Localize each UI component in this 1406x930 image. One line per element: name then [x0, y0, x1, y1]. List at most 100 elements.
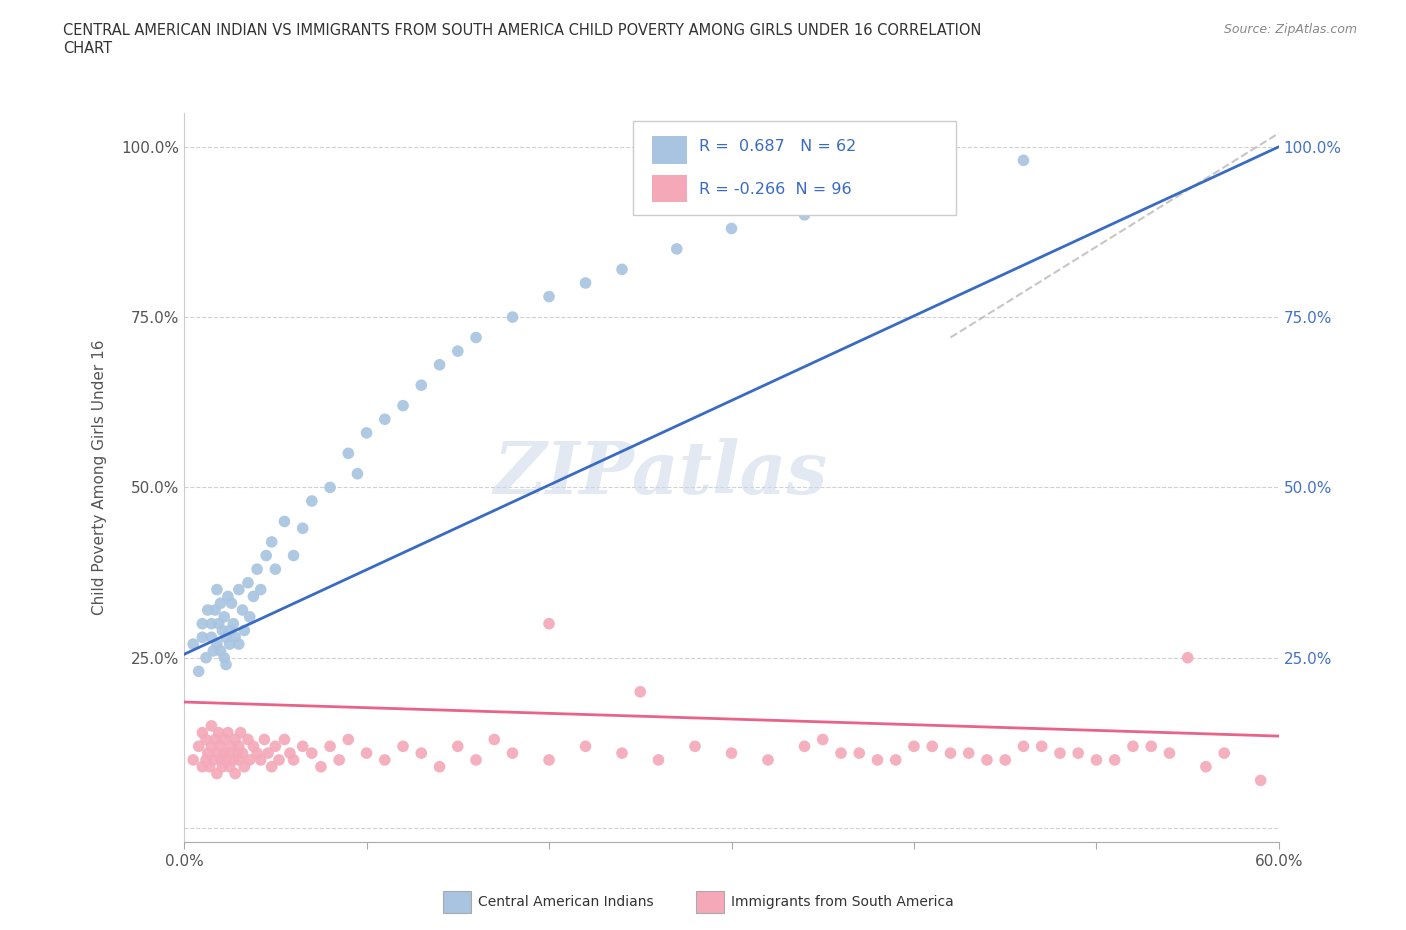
- Point: [264, 738, 287, 753]
- Point: [1067, 746, 1090, 761]
- Point: [211, 623, 233, 638]
- Point: [212, 609, 235, 624]
- Point: [208, 725, 231, 740]
- Point: [197, 746, 219, 761]
- Point: [356, 425, 378, 440]
- Point: [429, 759, 451, 774]
- Point: [229, 725, 252, 740]
- Point: [202, 644, 225, 658]
- Point: [1012, 738, 1035, 753]
- Point: [465, 752, 488, 767]
- Point: [291, 521, 314, 536]
- Point: [200, 718, 222, 733]
- Point: [221, 596, 243, 611]
- Point: [1031, 738, 1053, 753]
- Point: [200, 738, 222, 753]
- Point: [301, 746, 323, 761]
- Text: ZIPatlas: ZIPatlas: [494, 438, 827, 509]
- Point: [191, 630, 214, 644]
- Point: [215, 752, 238, 767]
- Point: [374, 412, 396, 427]
- Point: [328, 752, 350, 767]
- Point: [202, 752, 225, 767]
- Point: [1250, 773, 1272, 788]
- Point: [1159, 746, 1181, 761]
- Point: [187, 664, 209, 679]
- Point: [194, 650, 217, 665]
- Point: [197, 603, 219, 618]
- Point: [283, 548, 305, 563]
- Point: [903, 738, 925, 753]
- Point: [209, 752, 232, 767]
- Point: [502, 310, 524, 325]
- Point: [205, 766, 228, 781]
- Point: [1213, 746, 1236, 761]
- Point: [267, 752, 290, 767]
- Point: [793, 207, 815, 222]
- Point: [246, 562, 269, 577]
- Point: [228, 637, 250, 652]
- Bar: [651, 175, 686, 203]
- Point: [374, 752, 396, 767]
- Point: [392, 738, 415, 753]
- Point: [665, 242, 688, 257]
- Point: [215, 658, 238, 672]
- Point: [811, 732, 834, 747]
- Point: [231, 746, 253, 761]
- Point: [191, 617, 214, 631]
- Point: [239, 609, 262, 624]
- Point: [257, 746, 280, 761]
- Point: [337, 732, 360, 747]
- Point: [411, 378, 433, 392]
- Point: [319, 738, 342, 753]
- Point: [260, 759, 283, 774]
- Point: [574, 738, 596, 753]
- Point: [273, 514, 295, 529]
- Point: [194, 752, 217, 767]
- Point: [291, 738, 314, 753]
- Point: [720, 746, 742, 761]
- Point: [537, 617, 560, 631]
- Point: [209, 596, 232, 611]
- Point: [217, 725, 239, 740]
- Point: [278, 746, 301, 761]
- Point: [181, 752, 204, 767]
- Y-axis label: Child Poverty Among Girls Under 16: Child Poverty Among Girls Under 16: [93, 339, 107, 615]
- Point: [253, 732, 276, 747]
- Point: [610, 262, 633, 277]
- Point: [628, 684, 651, 699]
- Point: [215, 630, 238, 644]
- Point: [301, 494, 323, 509]
- Point: [224, 732, 246, 747]
- Point: [208, 617, 231, 631]
- Point: [976, 752, 998, 767]
- Point: [884, 752, 907, 767]
- Point: [1049, 746, 1071, 761]
- Point: [502, 746, 524, 761]
- Point: [683, 738, 706, 753]
- Point: [1012, 153, 1035, 167]
- Point: [211, 759, 233, 774]
- Point: [610, 746, 633, 761]
- Point: [200, 630, 222, 644]
- Point: [194, 732, 217, 747]
- Point: [209, 644, 232, 658]
- Point: [249, 752, 271, 767]
- Text: R =  0.687   N = 62: R = 0.687 N = 62: [699, 140, 856, 154]
- Point: [283, 752, 305, 767]
- Point: [222, 617, 245, 631]
- Point: [447, 738, 470, 753]
- Text: Central American Indians: Central American Indians: [478, 895, 654, 910]
- Point: [212, 732, 235, 747]
- Point: [191, 725, 214, 740]
- Point: [1177, 650, 1199, 665]
- Point: [465, 330, 488, 345]
- Point: [217, 589, 239, 604]
- Text: Source: ZipAtlas.com: Source: ZipAtlas.com: [1223, 23, 1357, 36]
- Point: [866, 752, 889, 767]
- FancyBboxPatch shape: [633, 122, 956, 215]
- Point: [484, 732, 506, 747]
- Point: [346, 466, 368, 481]
- Bar: [651, 136, 686, 164]
- Point: [1195, 759, 1218, 774]
